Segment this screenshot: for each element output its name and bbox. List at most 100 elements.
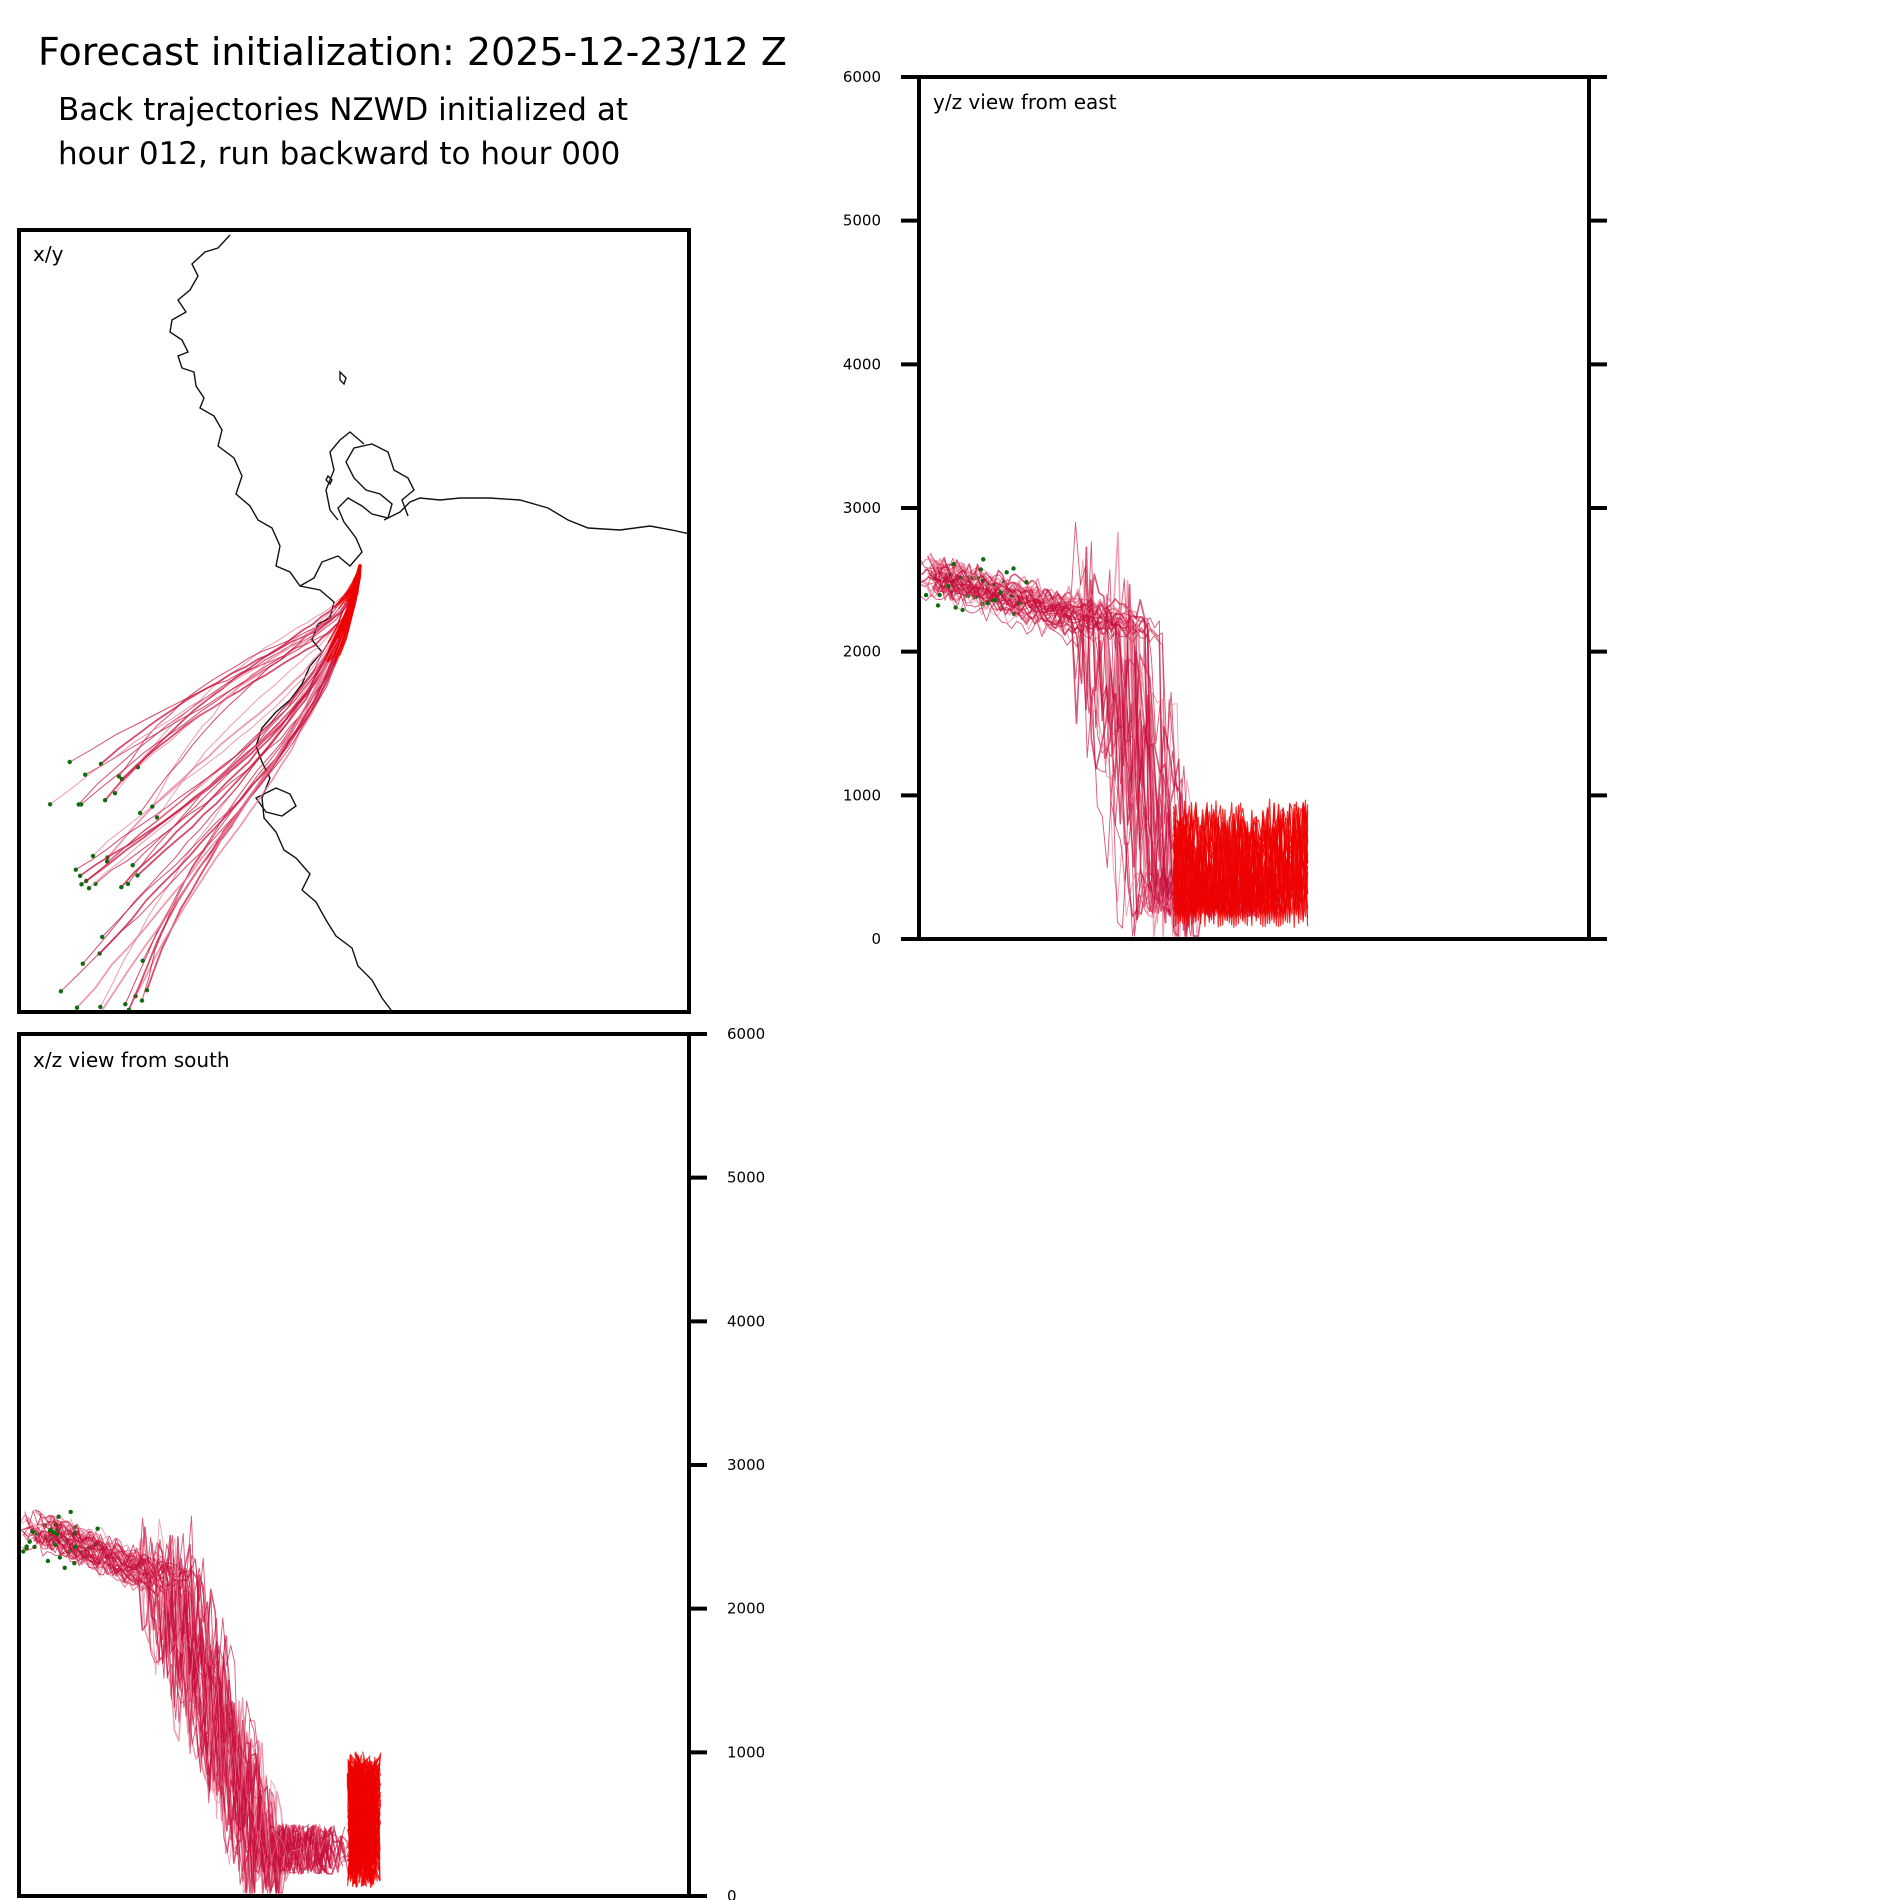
- xz-trajectory: [22, 1539, 307, 1894]
- yz-tick-label: 0: [871, 930, 881, 948]
- yz-trajectory-point: [1011, 566, 1016, 571]
- xy-trajectory: [75, 645, 333, 871]
- xy-trajectory-endpoint: [100, 934, 105, 940]
- xy-trajectory-endpoint: [98, 1004, 103, 1010]
- xy-trajectory-recent: [324, 564, 360, 661]
- yz-tick-label: 5000: [843, 212, 881, 230]
- panel-xz: x/z view from south 0 1000 2000 3000 4000 500…: [17, 1025, 765, 1900]
- xy-trajectory-endpoint: [79, 882, 84, 887]
- trajectories-xz: [19, 1509, 382, 1894]
- xy-trajectory-endpoint: [140, 958, 145, 963]
- xy-trajectory-endpoint: [58, 989, 64, 994]
- yz-trajectory-point: [951, 561, 956, 567]
- panel-yz-label: y/z view from east: [933, 90, 1117, 114]
- xy-trajectory: [98, 656, 336, 955]
- xy-trajectory: [82, 658, 326, 965]
- coastline-north: [383, 497, 689, 535]
- xy-trajectory-endpoint: [123, 1002, 128, 1007]
- xy-trajectory-endpoint: [86, 886, 92, 891]
- yz-tick-label: 1000: [843, 786, 881, 804]
- xz-axis-ticks: 0 1000 2000 3000 4000 5000 6000: [689, 1025, 765, 1900]
- xz-trajectory-point: [68, 1509, 73, 1515]
- xz-trajectory-point: [72, 1561, 77, 1566]
- xy-trajectory-endpoint: [79, 802, 84, 807]
- xy-trajectory: [106, 626, 339, 859]
- xy-trajectory-endpoint: [137, 810, 143, 816]
- xy-trajectory-endpoint: [102, 798, 108, 803]
- xz-trajectory-point: [24, 1544, 29, 1549]
- panel-xz-label: x/z view from south: [33, 1048, 230, 1072]
- subtitle-line-1: Back trajectories NZWD initialized at: [58, 92, 628, 128]
- xz-trajectory-point: [62, 1565, 67, 1571]
- xz-tick-label: 5000: [727, 1169, 765, 1187]
- xy-trajectory-endpoint: [80, 961, 86, 966]
- yz-trajectory-point: [935, 603, 941, 608]
- yz-trajectory-point: [946, 584, 951, 589]
- xy-trajectory-endpoint: [119, 885, 124, 890]
- xy-trajectory: [156, 611, 348, 818]
- yz-tick-label: 3000: [843, 499, 881, 517]
- yz-trajectory-point: [981, 557, 986, 562]
- xy-trajectory-endpoint: [67, 759, 72, 765]
- xy-trajectory-endpoint: [125, 881, 131, 887]
- xz-trajectory-point: [95, 1526, 100, 1531]
- xz-trajectory: [36, 1513, 354, 1886]
- trajectories-yz: [919, 521, 1309, 937]
- xy-trajectory: [139, 603, 340, 814]
- coastline-west: [169, 234, 394, 1012]
- xy-trajectory: [60, 660, 336, 992]
- panel-xy-frame: [17, 228, 691, 1014]
- yz-trajectory-recent: [1173, 801, 1309, 928]
- xz-trajectory-recent: [346, 1760, 381, 1887]
- coastline-island-3: [254, 787, 297, 817]
- panel-xy: x/y: [17, 228, 691, 1014]
- xz-trajectory-point: [53, 1542, 58, 1547]
- xy-trajectory: [99, 661, 328, 1012]
- xz-tick-label: 1000: [727, 1743, 765, 1761]
- yz-trajectory-point: [998, 590, 1003, 595]
- xz-trajectory-point: [45, 1558, 51, 1564]
- yz-trajectory-recent: [1173, 804, 1309, 925]
- xz-tick-label: 4000: [727, 1312, 765, 1330]
- yz-trajectory-point: [993, 597, 998, 603]
- xy-trajectory: [134, 664, 335, 998]
- yz-tick-label: 2000: [843, 643, 881, 661]
- xy-trajectory: [114, 594, 346, 794]
- yz-trajectory-point: [1004, 570, 1009, 575]
- xy-trajectory: [137, 601, 349, 768]
- xz-trajectory: [52, 1519, 327, 1894]
- xy-trajectory-endpoint: [73, 867, 79, 872]
- yz-axis-ticks: 0 1000 2000 3000 4000 5000 6000: [843, 68, 1607, 948]
- xy-trajectory-endpoint: [83, 772, 88, 777]
- xz-trajectory-point: [54, 1532, 60, 1537]
- yz-trajectory-point: [1024, 580, 1029, 585]
- xz-trajectory-point: [51, 1530, 56, 1535]
- xy-trajectory: [100, 603, 349, 765]
- xy-trajectory-endpoint: [135, 873, 140, 878]
- yz-tick-label: 4000: [843, 355, 881, 373]
- xy-trajectory: [81, 633, 339, 885]
- xy-trajectory: [69, 608, 352, 763]
- panel-yz: y/z view from east 0 1000 2000 3000 4000 5000…: [843, 68, 1607, 948]
- xz-trajectory-point: [73, 1544, 78, 1549]
- xy-trajectory-endpoint: [112, 791, 118, 796]
- yz-trajectory-point: [923, 592, 929, 598]
- xz-tick-label: 2000: [727, 1600, 765, 1618]
- xy-trajectory: [104, 598, 344, 802]
- xy-trajectory: [85, 638, 338, 882]
- xz-trajectory: [35, 1511, 344, 1874]
- xz-trajectory-point: [57, 1555, 63, 1560]
- xy-trajectory-endpoint: [77, 873, 83, 878]
- yz-trajectory: [931, 584, 1232, 911]
- yz-trajectory-point: [953, 605, 958, 610]
- xy-trajectory-endpoint: [116, 774, 122, 779]
- xy-trajectory-endpoint: [130, 863, 135, 868]
- xz-trajectory-point: [21, 1549, 26, 1554]
- xz-tick-label: 0: [727, 1887, 737, 1900]
- xy-trajectory-endpoint: [150, 804, 155, 809]
- figure-title: Forecast initialization: 2025-12-23/12 Z: [38, 30, 787, 74]
- figure-subtitle: Back trajectories NZWD initialized at ho…: [58, 88, 628, 176]
- xy-trajectory-endpoint: [139, 998, 145, 1003]
- yz-trajectory-point: [960, 607, 965, 613]
